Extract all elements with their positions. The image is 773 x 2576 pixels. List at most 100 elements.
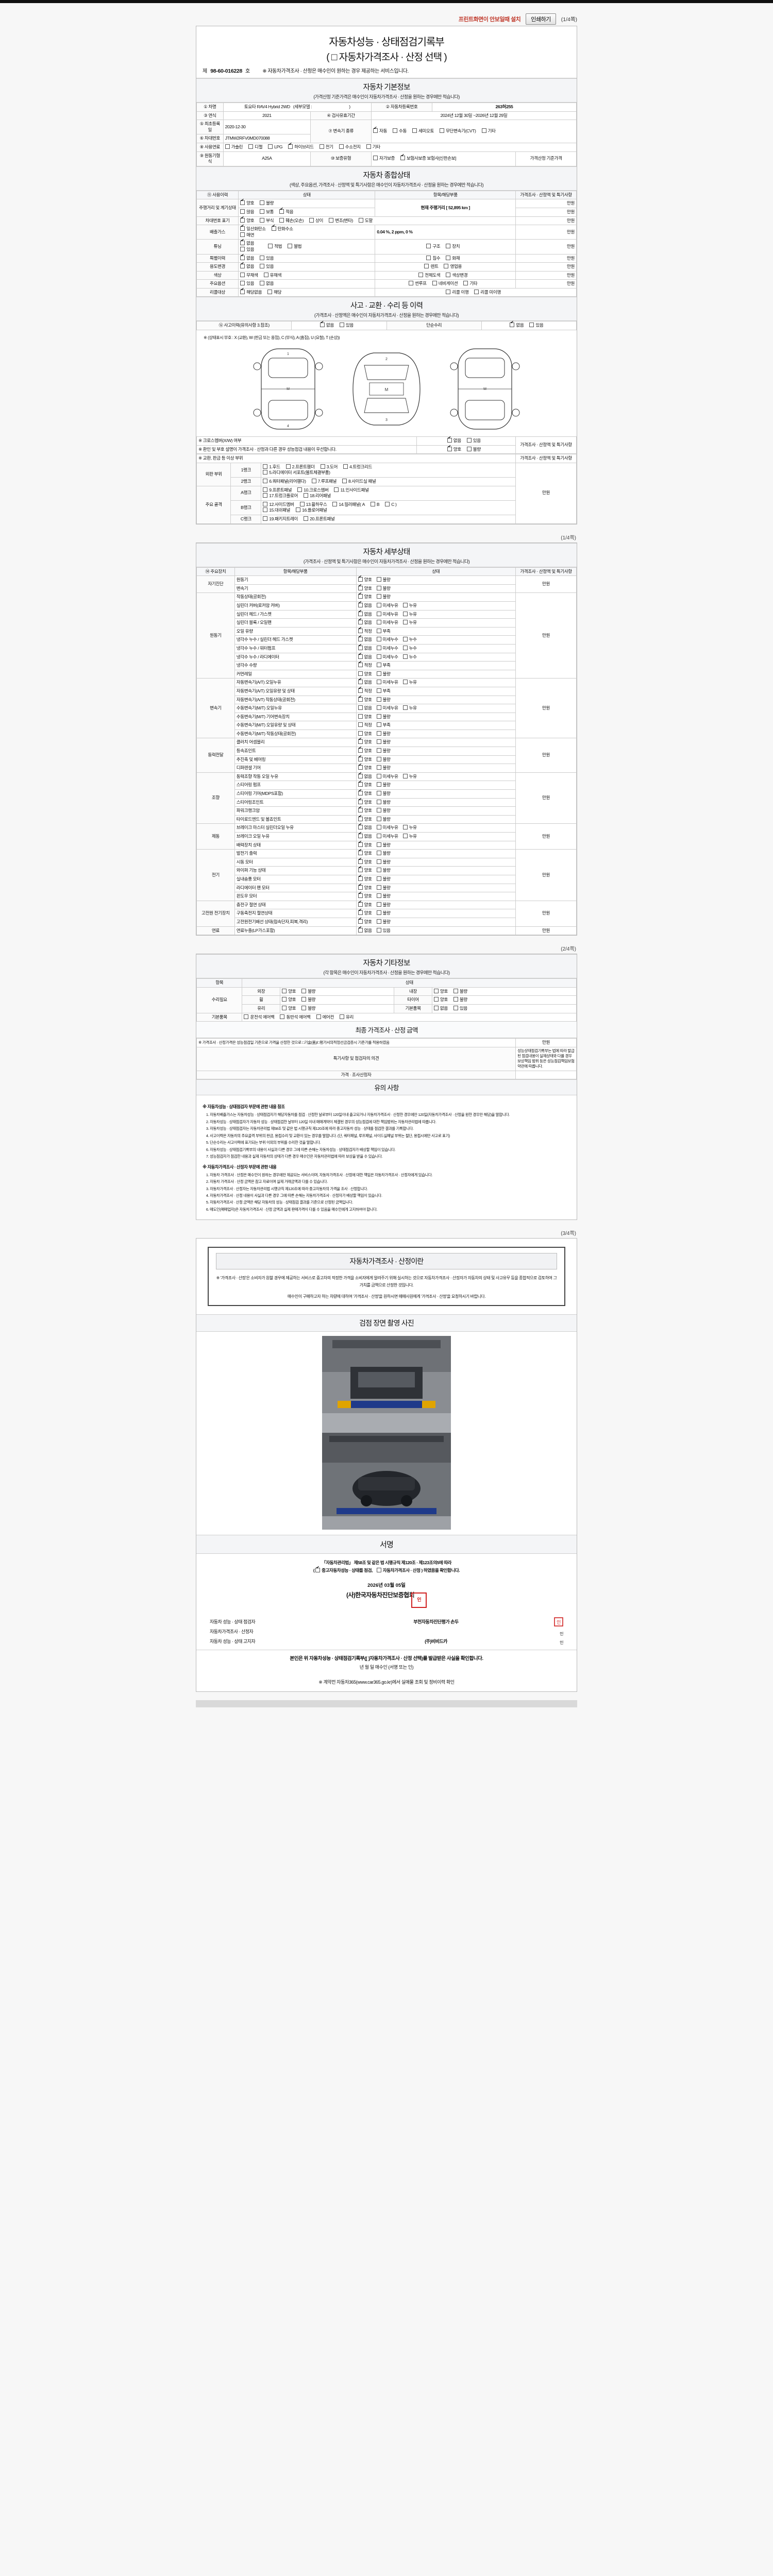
opt[interactable]: 에어컨	[316, 1014, 334, 1021]
checkbox-icon[interactable]	[263, 487, 268, 492]
checkbox-icon[interactable]	[340, 1014, 345, 1019]
opt[interactable]: 없음	[358, 705, 372, 711]
checkbox-icon[interactable]	[263, 507, 268, 513]
tx-opt-1[interactable]: 수동	[393, 128, 407, 134]
opt[interactable]: 8.사이드실 패널	[342, 479, 376, 485]
opt[interactable]: 없음	[358, 926, 372, 934]
checkbox-icon[interactable]	[343, 464, 348, 469]
checkbox-icon[interactable]	[453, 988, 458, 993]
checkbox-icon[interactable]	[339, 323, 344, 328]
opt[interactable]: 3.도어	[320, 464, 338, 470]
checkbox-icon[interactable]	[358, 832, 363, 838]
opt[interactable]: 불량	[376, 731, 391, 737]
opt[interactable]: 불량	[376, 739, 391, 745]
opt[interactable]: 있음	[376, 927, 391, 934]
checkbox-icon[interactable]	[268, 244, 273, 249]
checkbox-icon[interactable]	[332, 501, 338, 506]
checkbox-icon[interactable]	[370, 501, 375, 506]
fuel-opt-3[interactable]: 하이브리드	[288, 142, 314, 150]
opt[interactable]: 적정	[358, 660, 372, 669]
opt[interactable]: 네비게이션	[432, 281, 458, 287]
checkbox-icon[interactable]	[376, 731, 381, 736]
opt[interactable]: 있음	[240, 281, 254, 287]
opt[interactable]: 미세누유	[376, 834, 398, 840]
opt[interactable]: 2.프론트휀더	[285, 464, 315, 470]
opt[interactable]: 양호	[358, 815, 372, 823]
checkbox-icon[interactable]	[412, 128, 417, 133]
opt[interactable]: 미세누유	[376, 611, 398, 618]
opt[interactable]: 운전석 에어백	[244, 1014, 275, 1021]
checkbox-icon[interactable]	[402, 637, 408, 642]
checkbox-icon[interactable]	[358, 755, 363, 761]
checkbox-icon[interactable]	[358, 652, 363, 659]
opt[interactable]: 양호	[358, 763, 372, 771]
checkbox-icon[interactable]	[240, 198, 245, 206]
checkbox-icon[interactable]	[285, 464, 291, 469]
opt[interactable]: 매연	[240, 232, 254, 239]
opt[interactable]: 불량	[376, 756, 391, 763]
opt[interactable]: 불법	[288, 244, 302, 250]
checkbox-icon[interactable]	[376, 885, 381, 890]
checkbox-icon[interactable]	[453, 1005, 458, 1010]
checkbox-icon[interactable]	[376, 868, 381, 873]
checkbox-icon[interactable]	[260, 200, 265, 206]
opt[interactable]: 있음	[240, 246, 254, 253]
checkbox-icon[interactable]	[376, 816, 381, 821]
opt[interactable]: 1.후드	[263, 464, 280, 470]
opt[interactable]: 미세누유	[376, 680, 398, 686]
checkbox-icon[interactable]	[376, 919, 381, 924]
opt[interactable]: 미세누수	[376, 654, 398, 660]
opt[interactable]: 부족	[376, 663, 391, 669]
opt[interactable]: 부족	[376, 628, 391, 635]
opt[interactable]: 양호	[358, 746, 372, 754]
checkbox-icon[interactable]	[402, 834, 408, 838]
opt[interactable]: 불량	[376, 808, 391, 814]
opt[interactable]: 적정	[358, 686, 372, 694]
checkbox-icon[interactable]	[433, 1005, 439, 1010]
opt[interactable]: 양호	[282, 1005, 296, 1012]
checkbox-icon[interactable]	[358, 584, 363, 590]
checkbox-icon[interactable]	[240, 272, 245, 277]
checkbox-icon[interactable]	[358, 746, 363, 753]
checkbox-icon[interactable]	[402, 645, 408, 650]
tx-opt-4[interactable]: 기타	[481, 128, 496, 134]
checkbox-icon[interactable]	[358, 891, 363, 899]
fuel-opt-6[interactable]: 기타	[366, 144, 380, 150]
checkbox-icon[interactable]	[418, 272, 424, 277]
checkbox-icon[interactable]	[271, 224, 276, 231]
opt[interactable]: 양호	[358, 731, 372, 737]
opt[interactable]: 누유	[402, 611, 417, 618]
checkbox-icon[interactable]	[376, 705, 381, 710]
checkbox-icon[interactable]	[358, 823, 363, 830]
checkbox-icon[interactable]	[376, 611, 381, 616]
checkbox-icon[interactable]	[366, 144, 371, 149]
opt[interactable]: 부족	[376, 722, 391, 728]
checkbox-icon[interactable]	[446, 244, 451, 249]
checkbox-icon[interactable]	[297, 487, 303, 492]
opt[interactable]: 양호	[358, 806, 372, 814]
checkbox-icon[interactable]	[376, 808, 381, 813]
checkbox-icon[interactable]	[376, 654, 381, 659]
checkbox-icon[interactable]	[316, 1014, 321, 1019]
opt[interactable]: 누유	[402, 834, 417, 840]
checkbox-icon[interactable]	[376, 680, 381, 685]
checkbox-icon[interactable]	[373, 156, 378, 161]
checkbox-icon[interactable]	[296, 507, 301, 513]
checkbox-icon[interactable]	[301, 988, 307, 993]
checkbox-icon[interactable]	[279, 217, 284, 223]
checkbox-icon[interactable]	[466, 446, 472, 451]
checkbox-icon[interactable]	[319, 144, 324, 149]
checkbox-icon[interactable]	[358, 900, 363, 907]
checkbox-icon[interactable]	[263, 501, 268, 506]
checkbox-icon[interactable]	[426, 255, 431, 260]
fuel-opt-5[interactable]: 수소전지	[339, 144, 361, 150]
opt[interactable]: 미세누수	[376, 645, 398, 652]
print-button[interactable]: 인쇄하기	[526, 13, 556, 25]
opt[interactable]: 없음	[358, 832, 372, 840]
checkbox-icon[interactable]	[288, 142, 293, 149]
checkbox-icon[interactable]	[402, 680, 408, 685]
opt[interactable]: 5.라디에이터 서포트(볼트체결부품)	[263, 470, 330, 476]
opt[interactable]: 양호	[358, 755, 372, 763]
opt[interactable]: 불량	[376, 910, 391, 917]
checkbox-icon[interactable]	[263, 470, 268, 475]
